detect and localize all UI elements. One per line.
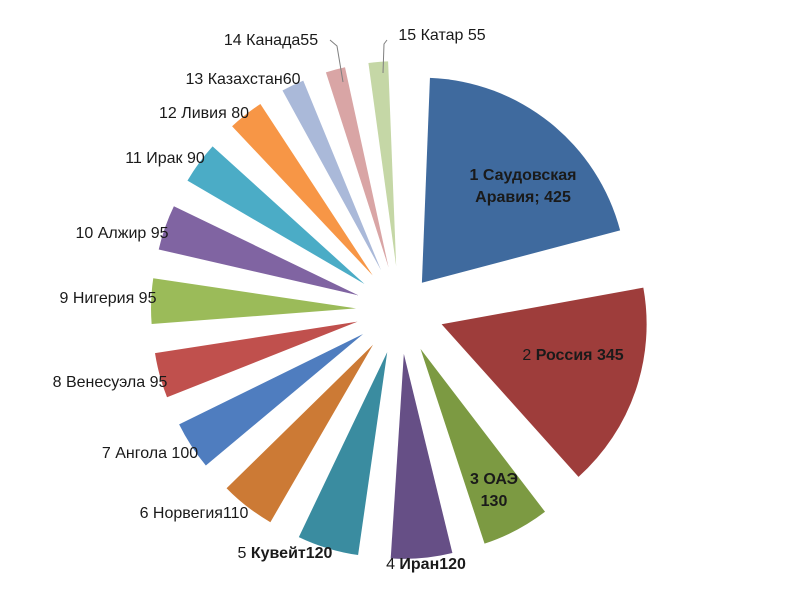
slice-label-7-ангола: 7 Ангола 100 [102,445,198,462]
labels-layer: 1 Саудовская Аравия; 425 2 Россия 345 3 ОАЭ… [53,27,624,573]
slice-label-14-канада: 14 Канада55 [224,32,318,49]
pie-slice-4-иран [390,353,453,559]
pie-slice-5-кувейт [298,352,388,556]
leader-line-14 [329,39,344,83]
pie-slice-2-россия [441,287,647,477]
pie-slice-7-ангола [179,333,364,466]
pie-slice-12-ливия [232,104,373,276]
pie-slice-11-ирак [187,146,365,284]
slice-label-1-саудовская-аравия: 1 Саудовская Аравия; 425 [470,167,577,206]
slice-label-5-кувейт: 5 Кувейт120 [238,545,333,562]
pie-slice-3-оаэ [420,348,546,544]
slice-label-13-казахстан: 13 Казахстан60 [185,71,300,88]
slice-label-4-иран: 4 Иран120 [386,556,466,573]
pie-slice-1-саудовская-аравия [421,77,621,283]
pie-slice-10-алжир [158,206,359,296]
leader-lines-layer [329,39,388,83]
slice-label-3-оаэ: 3 ОАЭ 130 [470,471,518,510]
pie-slice-8-венесуэла [155,321,358,398]
slice-label-8-венесуэла: 8 Венесуэла 95 [53,374,168,391]
pie-slice-6-норвегия [226,344,374,523]
pie-slice-13-казахстан [282,80,382,271]
slice-label-10-алжир: 10 Алжир 95 [75,225,168,242]
leader-line-15 [382,39,388,74]
slice-label-15-катар: 15 Катар 55 [398,27,485,44]
slice-label-6-норвегия: 6 Норвегия110 [140,505,249,522]
slice-label-2-россия: 2 Россия 345 [522,347,623,364]
slice-label-12-ливия: 12 Ливия 80 [159,105,249,122]
slice-label-11-ирак: 11 Ирак 90 [125,150,205,167]
slice-label-9-нигерия: 9 Нигерия 95 [60,290,157,307]
pie-slice-15-катар [368,61,397,267]
pie-slice-9-нигерия [151,278,357,324]
pie-slice-14-канада [325,67,389,268]
slices-layer [151,61,647,559]
